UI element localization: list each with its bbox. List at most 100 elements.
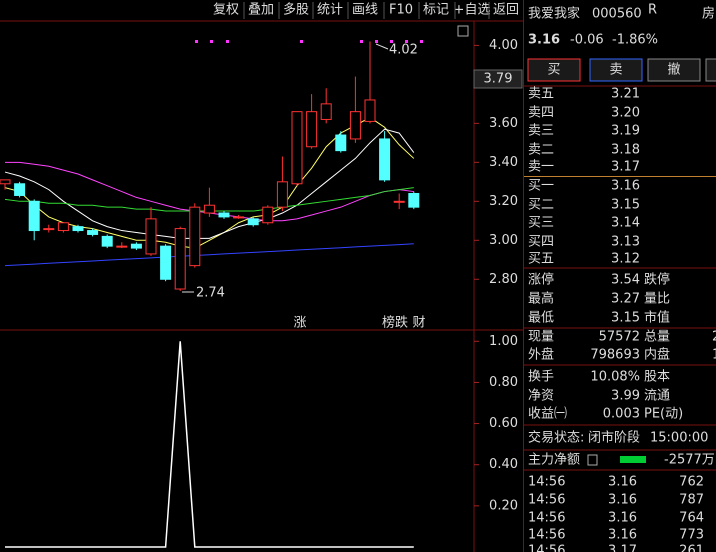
candle-body: [130, 243, 142, 249]
ma-line: [4, 128, 415, 239]
flow-value: -2577万: [664, 453, 715, 468]
toolbar-button[interactable]: 叠加: [248, 3, 274, 18]
toolbar-button[interactable]: 统计: [317, 3, 343, 18]
candle-body: [57, 222, 69, 232]
stat-label: 最低: [528, 311, 554, 326]
book-price: 3.12: [611, 252, 640, 267]
marker-dot: [226, 40, 229, 43]
candle-body: [393, 200, 405, 203]
stock-flag: R: [648, 3, 657, 18]
book-price: 3.13: [611, 235, 640, 250]
tick-price: 3.16: [608, 528, 637, 543]
ma-line: [4, 116, 415, 249]
candle-body: [233, 216, 245, 219]
book-label: 卖二: [528, 143, 554, 158]
candle-body: [160, 245, 172, 280]
toolbar-button[interactable]: 返回: [493, 3, 519, 18]
stat-value: 0.003: [603, 407, 640, 422]
y-tick-label: 0.20: [489, 498, 518, 513]
tick-price: 3.16: [608, 511, 637, 526]
toolbar-button[interactable]: F10: [389, 3, 413, 18]
y-tick-label: 3.20: [489, 194, 518, 209]
icon: [457, 25, 469, 37]
stat-label: 内盘: [644, 347, 670, 363]
candle-body: [276, 181, 288, 208]
candle-body: [203, 204, 215, 214]
tick-time: 14:56: [528, 493, 565, 508]
change: -0.06: [570, 33, 604, 48]
book-price: 3.14: [611, 216, 640, 231]
y-tick-label: 0.60: [489, 416, 518, 431]
trade-button[interactable]: [705, 58, 716, 82]
status-label: 交易状态:: [528, 430, 584, 446]
trade-button-label[interactable]: 买: [547, 63, 560, 78]
book-label: 买二: [528, 198, 554, 213]
candle-body: [43, 228, 55, 231]
book-price: 3.21: [611, 87, 640, 102]
tick-time: 14:56: [528, 544, 565, 552]
stat-label: PE(动): [644, 407, 683, 422]
marker-dot: [300, 40, 303, 43]
candle-body: [218, 212, 230, 218]
y-tick-label: 0.40: [489, 457, 518, 472]
tick-volume: 261: [679, 544, 704, 552]
tick-volume: 787: [679, 493, 704, 508]
marker-dot: [390, 40, 393, 43]
marker-dot: [375, 40, 378, 43]
price: 3.16: [528, 33, 560, 48]
toolbar-button[interactable]: 多股: [283, 2, 309, 18]
tick-price: 3.16: [608, 475, 637, 490]
tick-volume: 773: [679, 528, 704, 543]
trade-button-label[interactable]: 卖: [609, 63, 622, 78]
candle-body: [189, 206, 201, 267]
trade-button-label[interactable]: 撤: [667, 62, 680, 78]
stat-value: 57572: [599, 330, 640, 345]
tick-volume: 762: [679, 475, 704, 490]
toolbar-button[interactable]: 复权: [213, 2, 239, 18]
candle-body: [262, 206, 274, 224]
trade-button[interactable]: [589, 58, 643, 82]
indicator-line: [5, 341, 414, 548]
book-price: 3.16: [611, 179, 640, 194]
candle-body: [28, 200, 40, 232]
marker-dot: [360, 40, 363, 43]
candle-body: [72, 226, 84, 232]
stat-label: 跌停: [644, 272, 670, 288]
stat-label: 量比: [644, 292, 670, 307]
book-label: 买三: [528, 216, 554, 231]
stock-code: 000560: [592, 7, 642, 22]
pct: -1.86%: [612, 33, 658, 48]
toolbar-button[interactable]: +自选: [454, 3, 491, 18]
book-label: 卖五: [528, 87, 554, 102]
toolbar-button[interactable]: 画线: [352, 3, 378, 18]
trade-button[interactable]: [647, 58, 701, 82]
candle-body: [335, 134, 347, 152]
y-tick-label: 3.00: [489, 233, 518, 248]
candle-body: [174, 228, 186, 290]
candle-body: [408, 193, 420, 208]
ma-line: [4, 243, 414, 267]
y-tick-label: 3.60: [489, 116, 518, 131]
y-tick-label: 3.40: [489, 155, 518, 170]
book-label: 买五: [528, 252, 554, 267]
candle-body: [0, 179, 11, 185]
stat-label: 现量: [528, 330, 554, 345]
arrow: [375, 43, 389, 50]
tick-time: 14:56: [528, 528, 565, 543]
stat-value: 3.27: [611, 292, 640, 307]
book-label: 卖一: [528, 160, 554, 175]
toolbar-button[interactable]: 标记: [423, 3, 449, 18]
candle-body: [247, 218, 259, 226]
candle-body: [349, 111, 361, 140]
book-label: 卖三: [528, 124, 554, 139]
book-label: 卖四: [528, 106, 554, 121]
candle-body: [101, 235, 113, 247]
stat-label: 市值: [644, 310, 670, 326]
stat-label: 流通: [644, 389, 670, 404]
candle-body: [364, 99, 376, 122]
stat-label: 总量: [644, 330, 670, 345]
flow-label: 主力净额: [528, 453, 580, 468]
book-price: 3.20: [611, 106, 640, 121]
trade-button[interactable]: [527, 58, 581, 82]
